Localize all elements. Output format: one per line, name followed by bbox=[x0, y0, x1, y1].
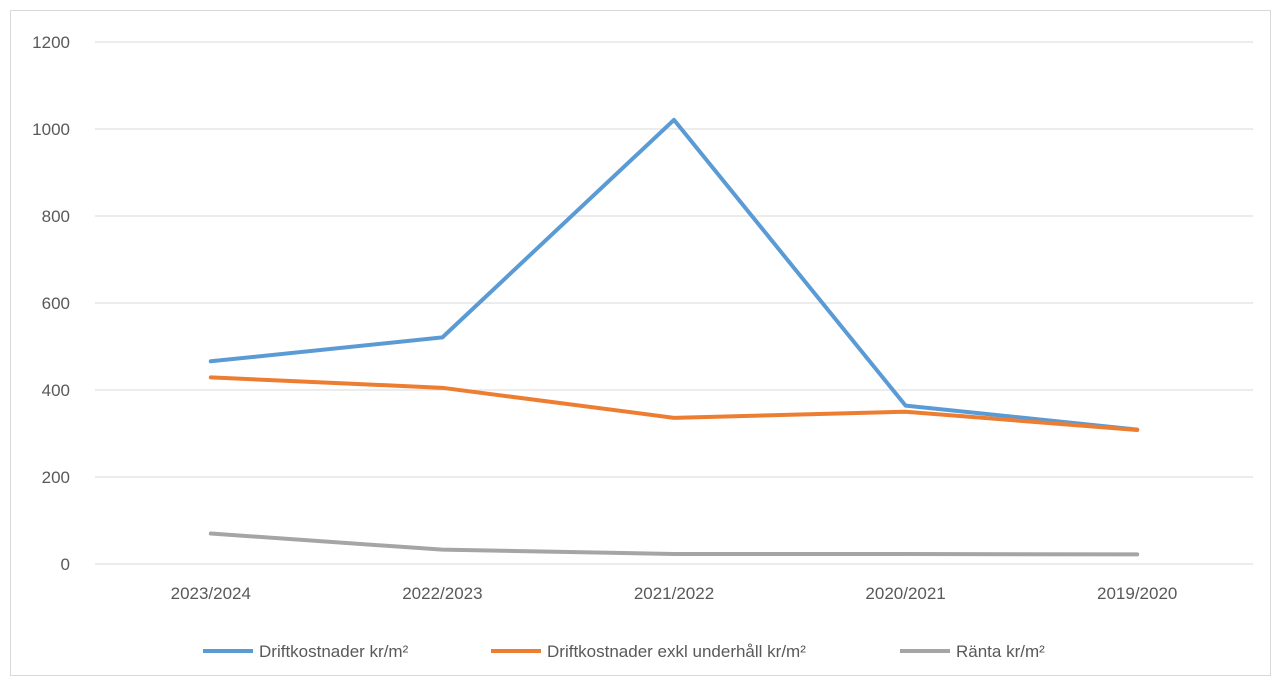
legend-label: Ränta kr/m² bbox=[956, 642, 1045, 661]
x-tick-label: 2021/2022 bbox=[634, 584, 714, 603]
x-tick-label: 2019/2020 bbox=[1097, 584, 1177, 603]
chart-frame bbox=[10, 10, 1271, 676]
y-tick-label: 1000 bbox=[32, 120, 70, 139]
legend-label: Driftkostnader exkl underhåll kr/m² bbox=[547, 642, 806, 661]
x-tick-label: 2022/2023 bbox=[402, 584, 482, 603]
legend: Driftkostnader kr/m² Driftkostnader exkl … bbox=[203, 642, 1045, 661]
y-tick-label: 800 bbox=[42, 207, 70, 226]
legend-label: Driftkostnader kr/m² bbox=[259, 642, 409, 661]
series-line-3 bbox=[208, 531, 1140, 557]
y-tick-label: 600 bbox=[42, 294, 70, 313]
x-tick-label: 2023/2024 bbox=[171, 584, 251, 603]
y-axis: 0 200 400 600 800 1000 1200 bbox=[32, 33, 70, 574]
x-axis: 2023/2024 2022/2023 2021/2022 2020/2021 2019… bbox=[171, 584, 1178, 603]
series-line-2 bbox=[208, 375, 1140, 433]
x-tick-label: 2020/2021 bbox=[865, 584, 945, 603]
y-tick-label: 200 bbox=[42, 468, 70, 487]
series-lines bbox=[208, 117, 1140, 557]
series-line-1 bbox=[208, 117, 1140, 432]
y-tick-label: 1200 bbox=[32, 33, 70, 52]
y-tick-label: 400 bbox=[42, 381, 70, 400]
y-tick-label: 0 bbox=[61, 555, 70, 574]
gridlines bbox=[95, 41, 1253, 565]
